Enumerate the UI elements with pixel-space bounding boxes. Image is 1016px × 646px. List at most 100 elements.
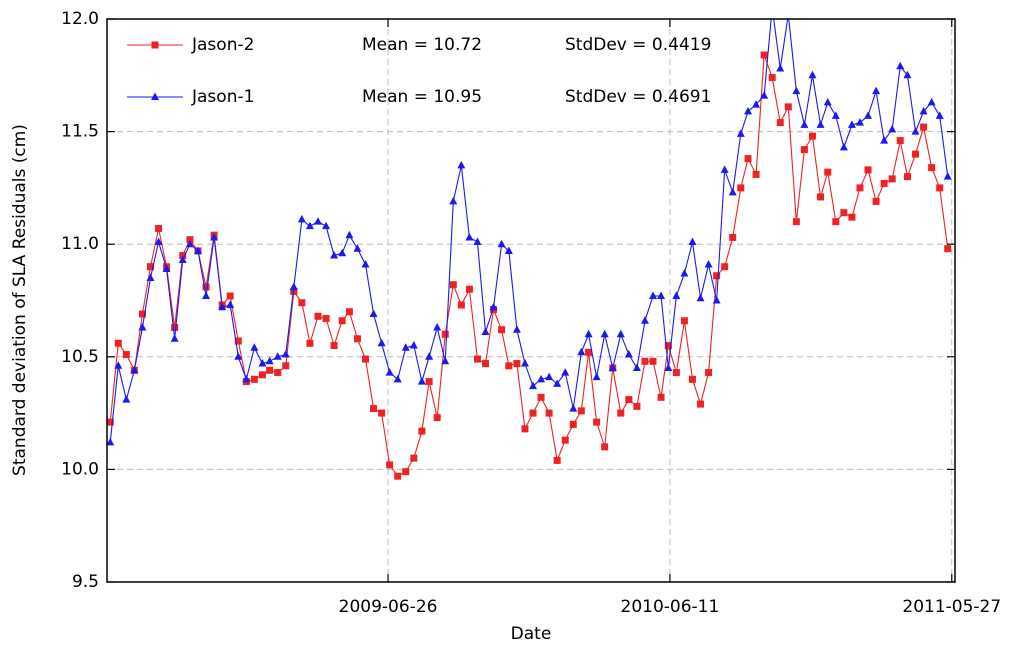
data-point [394, 472, 402, 480]
data-point [393, 374, 402, 383]
data-point [529, 409, 537, 417]
y-tick-label: 9.5 [72, 572, 99, 592]
data-point [872, 197, 880, 205]
data-point [481, 327, 490, 336]
data-point [154, 237, 163, 245]
y-tick-label: 11.0 [61, 234, 99, 254]
data-point [418, 427, 426, 435]
data-point [537, 393, 545, 401]
data-point [688, 237, 697, 245]
data-point [505, 362, 513, 370]
data-point [617, 409, 625, 417]
data-point [234, 337, 242, 345]
data-point [729, 233, 737, 241]
x-axis-label: Date [511, 624, 552, 644]
data-point [752, 100, 761, 108]
data-point [417, 377, 426, 385]
data-point [944, 245, 952, 253]
data-point [226, 292, 234, 300]
data-point [330, 342, 338, 350]
data-point [122, 351, 130, 359]
data-point [202, 291, 211, 299]
data-point [361, 259, 370, 268]
data-point [632, 363, 641, 372]
data-point [521, 425, 529, 433]
data-point [162, 264, 171, 272]
data-point [712, 296, 721, 304]
data-point [624, 350, 633, 358]
data-point [824, 168, 832, 176]
data-point [250, 343, 259, 351]
data-point [465, 232, 474, 241]
data-point [880, 136, 889, 144]
data-point [457, 160, 466, 169]
data-point [616, 329, 625, 338]
data-point [569, 404, 578, 412]
data-point [122, 395, 131, 403]
data-point [313, 217, 322, 225]
data-point [664, 342, 672, 350]
data-point [377, 338, 386, 347]
data-point [696, 293, 705, 302]
data-point [497, 239, 506, 248]
data-point [362, 355, 370, 363]
data-point [513, 360, 521, 368]
data-point [600, 329, 609, 338]
data-point [577, 347, 586, 356]
data-point [171, 324, 179, 332]
data-point [664, 363, 673, 372]
data-point [625, 396, 633, 404]
data-point [155, 224, 163, 232]
data-point [561, 436, 569, 444]
data-point [146, 273, 155, 281]
data-point [282, 362, 290, 370]
data-point [210, 232, 219, 241]
data-point [202, 283, 210, 291]
data-point [369, 309, 378, 318]
data-point [697, 400, 705, 408]
x-tick-label: 2011-05-27 [902, 597, 1001, 617]
y-tick-label: 11.5 [61, 122, 99, 142]
legend-label: Jason-1 [191, 87, 254, 107]
data-point [832, 218, 840, 226]
series-line [109, 54, 949, 477]
data-point [512, 325, 521, 333]
data-point [298, 299, 306, 307]
data-point [728, 187, 737, 196]
data-point [641, 357, 649, 365]
data-point [289, 282, 298, 290]
data-point [234, 352, 243, 360]
data-point [744, 106, 753, 115]
data-point [498, 326, 506, 334]
data-point [784, 10, 792, 18]
data-point [194, 246, 203, 254]
data-point [872, 86, 881, 95]
data-point [138, 310, 146, 318]
data-point [592, 372, 601, 381]
y-tick-label: 10.0 [61, 459, 99, 479]
data-point [473, 237, 482, 245]
y-tick-label: 10.5 [61, 347, 99, 367]
data-point [441, 330, 449, 338]
legend-stat: StdDev = 0.4691 [565, 87, 711, 107]
data-point [297, 214, 306, 223]
data-point [489, 302, 498, 311]
data-point [808, 132, 816, 140]
data-point [170, 334, 179, 342]
data-point [776, 119, 784, 127]
data-point [353, 244, 362, 252]
data-point [409, 341, 418, 349]
data-point [433, 414, 441, 422]
legend-stat: StdDev = 0.4419 [565, 35, 711, 55]
data-point [561, 368, 570, 376]
legend-marker [151, 92, 159, 100]
data-point [903, 173, 911, 181]
data-point [281, 350, 290, 358]
data-point [306, 339, 314, 347]
data-point [601, 443, 609, 451]
data-point [848, 213, 856, 221]
data-point [713, 272, 721, 280]
data-point [657, 291, 666, 299]
data-point [441, 356, 450, 365]
data-point [633, 402, 641, 410]
